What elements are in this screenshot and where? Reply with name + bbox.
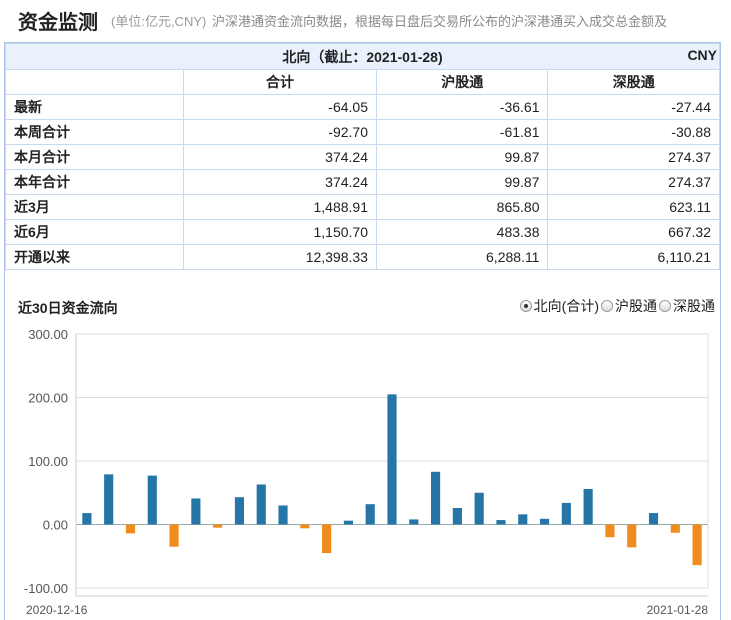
bar (300, 524, 310, 529)
currency-label: CNY (687, 47, 717, 63)
radio-northbound-total[interactable]: 北向(合计) (519, 296, 599, 316)
y-tick-label: 0.00 (43, 518, 68, 533)
table-row: 开通以来 12,398.33 6,288.11 6,110.21 (5, 244, 720, 270)
bar (147, 475, 157, 525)
table-row: 近6月 1,150.70 483.38 667.32 (5, 219, 720, 245)
series-selector: 北向(合计) 沪股通 深股通 (519, 296, 715, 316)
bar (496, 520, 506, 525)
table-cell: 6,110.21 (547, 244, 720, 270)
chart-title: 近30日资金流向 (18, 300, 118, 316)
row-label: 本年合计 (5, 169, 184, 195)
bar (82, 513, 92, 525)
radio-shenzhen-connect[interactable]: 深股通 (659, 296, 715, 316)
table-cell: -92.70 (183, 119, 377, 145)
table-cell: -64.05 (183, 94, 377, 120)
monitor-panel (4, 42, 721, 620)
table-cell: 623.11 (547, 194, 720, 220)
table-row: 本年合计 374.24 99.87 274.37 (5, 169, 720, 195)
table-cell: -30.88 (547, 119, 720, 145)
bar (648, 513, 659, 525)
row-label: 近6月 (5, 219, 184, 245)
description-text: 沪深港通资金流向数据，根据每日盘后交易所公布的沪深港通买入成交总金额及 (212, 14, 668, 29)
table-cell: 274.37 (547, 169, 720, 195)
table-cell: 99.87 (375, 169, 549, 195)
bar (387, 394, 397, 525)
page-title: 资金监测 (18, 12, 98, 34)
table-row: 最新 -64.05 -36.61 -27.44 (5, 94, 720, 120)
bar (125, 524, 136, 534)
bar (431, 471, 441, 525)
bar (169, 524, 179, 547)
table-row: 近3月 1,488.91 865.80 623.11 (5, 194, 720, 220)
flow-table: 北向（截止：2021-01-28) 合计 沪股通 深股通 最新 -64.05 -… (5, 43, 720, 270)
radio-label: 沪股通 (615, 298, 657, 314)
bar (104, 474, 114, 525)
bar (518, 514, 528, 525)
fund-flow-chart: 300.00 200.00 100.00 0.00 -100.00 2020-12-16 2… (24, 327, 709, 617)
radio-label: 深股通 (673, 298, 715, 314)
unit-label: (单位:亿元,CNY) (111, 14, 207, 29)
bar (605, 524, 615, 538)
table-cell: 374.24 (183, 144, 377, 170)
table-cell: 865.80 (375, 194, 549, 220)
table-cell: 274.37 (547, 144, 720, 170)
row-label: 近3月 (5, 194, 184, 220)
radio-label: 北向(合计) (533, 298, 599, 314)
row-label: 本周合计 (5, 119, 184, 145)
y-tick-label: 300.00 (28, 327, 68, 342)
bar (627, 524, 637, 548)
bar (343, 520, 353, 525)
bar (409, 519, 419, 525)
table-cell: 667.32 (547, 219, 720, 245)
table-cell: 374.24 (183, 169, 377, 195)
bar (474, 492, 484, 525)
table-row: 本周合计 -92.70 -61.81 -30.88 (5, 119, 720, 145)
header-blank (5, 69, 184, 95)
bar (561, 502, 571, 525)
table-cell: -61.81 (375, 119, 549, 145)
table-row: 本月合计 374.24 99.87 274.37 (5, 144, 720, 170)
table-cell: 99.87 (375, 144, 549, 170)
table-title-row: 北向（截止：2021-01-28) (5, 43, 720, 70)
table-cell: 6,288.11 (375, 244, 549, 270)
bar (583, 488, 593, 525)
column-header: 合计 (183, 69, 377, 95)
bar (692, 524, 702, 566)
table-cell: -27.44 (547, 94, 720, 120)
table-cell: 1,488.91 (183, 194, 377, 220)
bar (234, 497, 245, 525)
y-tick-label: 200.00 (28, 391, 68, 406)
radio-unselected-icon[interactable] (601, 300, 613, 312)
table-cell: 12,398.33 (183, 244, 377, 270)
table-cell: 1,150.70 (183, 219, 377, 245)
table-cell: -36.61 (375, 94, 549, 120)
bar (278, 505, 288, 525)
x-end-date: 2021-01-28 (647, 603, 709, 617)
page-header: 资金监测 (单位:亿元,CNY) 沪深港通资金流向数据，根据每日盘后交易所公布的… (0, 0, 731, 38)
row-label: 本月合计 (5, 144, 184, 170)
bar (452, 507, 462, 525)
bar (322, 524, 332, 554)
table-title: 北向（截止：2021-01-28) (5, 43, 720, 70)
bar (191, 498, 201, 525)
column-header: 深股通 (547, 69, 720, 95)
row-label: 最新 (5, 94, 184, 120)
radio-shanghai-connect[interactable]: 沪股通 (601, 296, 657, 316)
row-label: 开通以来 (5, 244, 184, 270)
bar (256, 484, 266, 525)
radio-unselected-icon[interactable] (659, 300, 671, 312)
bar (365, 504, 375, 525)
column-header: 沪股通 (375, 69, 549, 95)
y-tick-label: -100.00 (24, 581, 68, 596)
bar (670, 524, 680, 533)
table-header-row: 合计 沪股通 深股通 (5, 69, 720, 95)
bar (539, 518, 550, 525)
bar (213, 524, 223, 528)
x-start-date: 2020-12-16 (26, 603, 88, 617)
table-cell: 483.38 (375, 219, 549, 245)
y-tick-label: 100.00 (28, 454, 68, 469)
radio-selected-icon[interactable] (519, 300, 532, 312)
